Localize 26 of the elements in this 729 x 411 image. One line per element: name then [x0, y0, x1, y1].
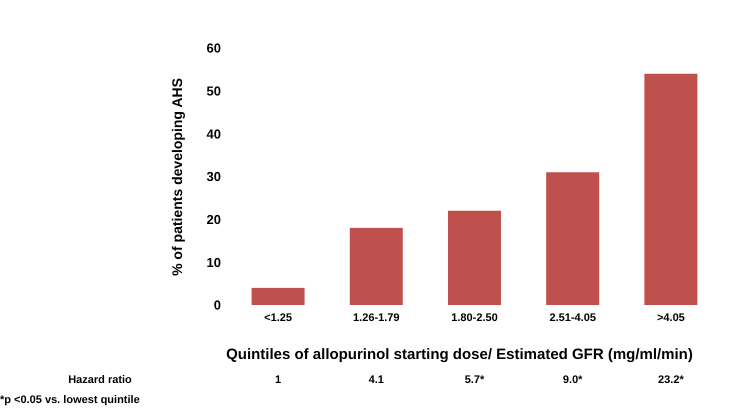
y-tick-label: 0 — [214, 298, 221, 313]
y-tick-label: 30 — [206, 169, 221, 184]
y-tick-label: 60 — [206, 40, 221, 56]
text: 9.0* — [562, 374, 584, 386]
y-tick-label: 40 — [206, 126, 221, 142]
text: 23.2* — [657, 374, 685, 386]
bar — [252, 288, 305, 305]
x-axis-title: Quintiles of allopurinol starting dose/ Estimated GFR (mg/ml/min) — [225, 346, 694, 363]
bar — [448, 210, 501, 305]
y-axis-title: % of patients developing AHS — [169, 76, 186, 278]
text: 5.7* — [464, 374, 486, 386]
x-tick-label: >4.05 — [656, 312, 685, 324]
text: *p <0.05 vs. lowest quintile — [0, 394, 140, 406]
y-tick-label: 50 — [206, 83, 221, 98]
text: 4.1 — [368, 374, 385, 386]
x-tick-label: 1.26-1.79 — [353, 312, 400, 324]
text: 1 — [274, 374, 282, 386]
bar — [350, 228, 403, 305]
bar — [546, 172, 600, 305]
x-tick-label: 1.80-2.50 — [451, 312, 498, 324]
x-tick-label: <1.25 — [264, 312, 292, 324]
text: Hazard ratio — [67, 374, 133, 386]
y-tick-label: 20 — [206, 212, 221, 227]
y-tick-label: 10 — [206, 254, 221, 270]
bar — [644, 74, 698, 305]
x-tick-label: 2.51-4.05 — [549, 312, 596, 324]
